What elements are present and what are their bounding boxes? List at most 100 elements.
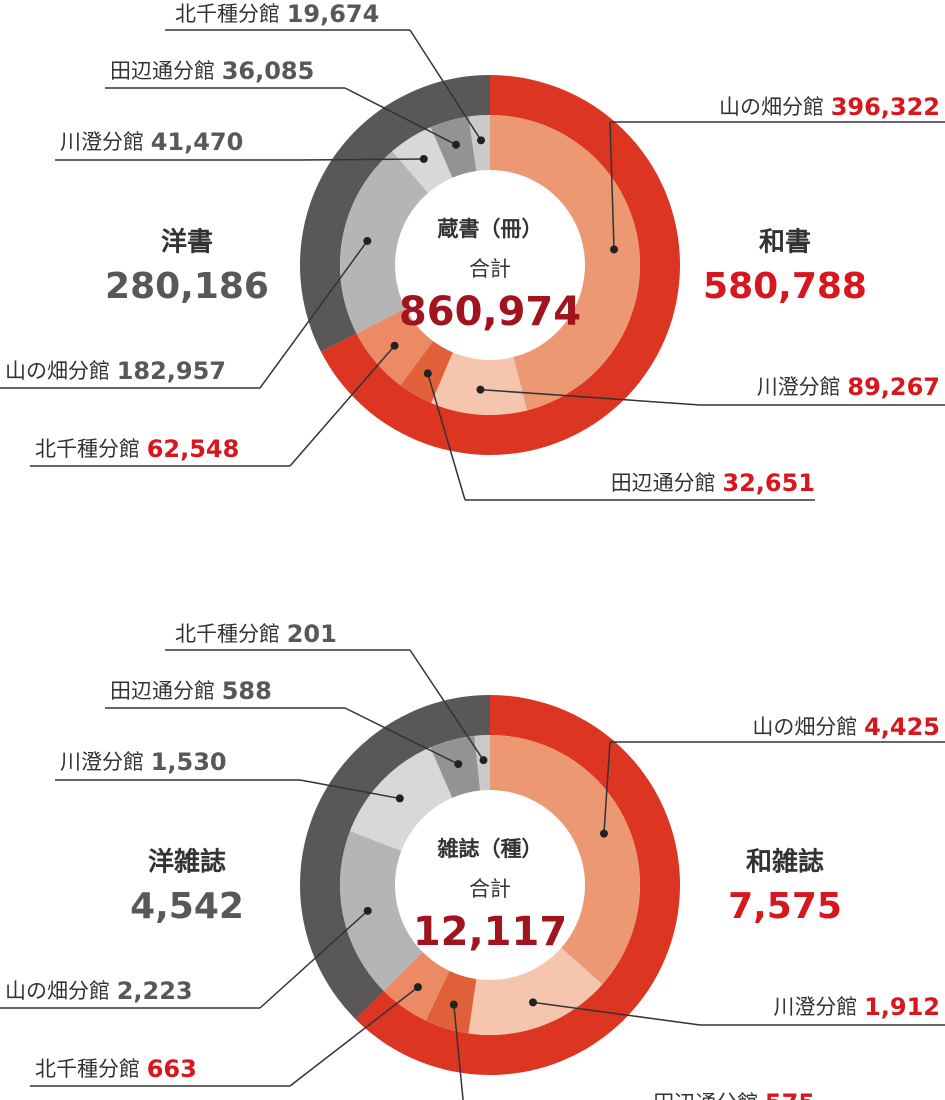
leader-dot (454, 760, 463, 769)
leader-line (453, 1004, 464, 1100)
group-value: 580,788 (703, 266, 867, 307)
leader-line (299, 779, 400, 800)
leader-dot (599, 829, 608, 838)
segment-label: 川澄分館 41,470 (60, 128, 243, 156)
segment-value: 4,425 (864, 713, 940, 741)
inner-ring-segment (490, 735, 640, 985)
segment-name: 山の畑分館 (719, 95, 824, 119)
leader-dot (423, 369, 432, 378)
leader-dot (363, 906, 372, 915)
segment-name: 川澄分館 (757, 375, 841, 399)
inner-ring-segment (340, 830, 423, 991)
segment-value: 36,085 (222, 57, 315, 85)
segment-value: 32,651 (722, 469, 815, 497)
leader-line (289, 986, 419, 1087)
segment-name: 北千種分館 (175, 2, 280, 26)
donut-chart: 和書 580,788 洋書 280,186 山の畑分館 396,322 川澄分館 89,2… (0, 0, 945, 501)
inner-ring-segment (490, 115, 641, 411)
center-total-label: 合計 (469, 257, 511, 281)
leader-line (409, 29, 482, 141)
segment-value: 396,322 (831, 93, 940, 121)
segment-name: 田辺通分館 (110, 59, 215, 83)
group-name: 洋雑誌 (148, 847, 226, 878)
leader-dot (413, 983, 422, 992)
leader-dot (529, 998, 538, 1007)
segment-value: 663 (147, 1055, 197, 1083)
segment-label: 田辺通分館 588 (110, 677, 272, 705)
segment-label: 田辺通分館 575 (653, 1089, 815, 1100)
segment-value: 2,223 (117, 977, 193, 1005)
segment-label: 田辺通分館 32,651 (611, 469, 815, 497)
center-total-label: 合計 (469, 877, 511, 901)
group-value: 280,186 (105, 266, 269, 307)
group-value: 4,542 (130, 886, 244, 927)
segment-name: 山の畑分館 (5, 359, 110, 383)
segment-label: 山の畑分館 4,425 (752, 713, 940, 741)
center-title: 蔵書（冊） (438, 217, 543, 241)
segment-name: 川澄分館 (60, 130, 144, 154)
leader-line (344, 707, 459, 765)
leader-line (480, 388, 701, 406)
segment-value: 41,470 (151, 128, 244, 156)
segment-name: 北千種分館 (35, 437, 140, 461)
inner-ring-segment (468, 947, 603, 1035)
outer-ring-segment (300, 75, 490, 352)
segment-label: 山の畑分館 182,957 (5, 357, 226, 385)
leader-dot (363, 236, 372, 245)
leader-line (259, 240, 368, 389)
center-total: 12,117 (413, 909, 567, 955)
segment-name: 田辺通分館 (110, 679, 215, 703)
segment-label: 北千種分館 19,674 (175, 0, 379, 28)
segment-label: 川澄分館 89,267 (757, 373, 940, 401)
leader-line (259, 910, 369, 1009)
segment-value: 19,674 (287, 0, 380, 28)
segment-label: 北千種分館 62,548 (35, 435, 239, 463)
leader-line (289, 345, 396, 467)
segment-label: 北千種分館 663 (35, 1055, 197, 1083)
segment-value: 588 (222, 677, 272, 705)
leader-line (532, 1001, 701, 1026)
outer-ring-segment (299, 695, 490, 1020)
segment-name: 田辺通分館 (653, 1091, 758, 1100)
leader-dot (610, 245, 619, 254)
donut-chart: 和雑誌 7,575 洋雑誌 4,542 山の畑分館 4,425 川澄分館 1,912 田辺通… (0, 620, 945, 1100)
segment-value: 182,957 (117, 357, 226, 385)
inner-ring-segment (430, 735, 481, 798)
leader-line (609, 121, 615, 250)
segment-value: 575 (765, 1089, 815, 1100)
leader-dot (452, 140, 461, 149)
segment-label: 山の畑分館 2,223 (5, 977, 193, 1005)
leader-line (344, 87, 457, 146)
segment-label: 川澄分館 1,912 (773, 993, 940, 1021)
segment-label: 山の畑分館 396,322 (719, 93, 940, 121)
group-name: 洋書 (161, 227, 213, 258)
center-total: 860,974 (399, 289, 581, 335)
segment-value: 201 (287, 620, 337, 648)
segment-label: 北千種分館 201 (175, 620, 337, 648)
leader-line (299, 158, 424, 161)
segment-label: 田辺通分館 36,085 (110, 57, 314, 85)
leader-dot (449, 1000, 458, 1009)
group-value: 7,575 (728, 886, 842, 927)
group-name: 和雑誌 (746, 847, 824, 878)
segment-value: 89,267 (847, 373, 940, 401)
outer-ring-segment (355, 695, 680, 1075)
leader-dot (395, 794, 404, 803)
segment-name: 田辺通分館 (611, 471, 716, 495)
segment-name: 北千種分館 (35, 1057, 140, 1081)
segment-value: 1,530 (151, 748, 227, 776)
segment-name: 北千種分館 (175, 622, 280, 646)
leader-dot (476, 385, 485, 394)
segment-name: 川澄分館 (60, 750, 144, 774)
leader-line (409, 649, 485, 761)
group-name: 和書 (759, 228, 811, 258)
leader-dot (419, 154, 428, 163)
leader-dot (390, 341, 399, 350)
leader-dot (477, 136, 486, 145)
segment-value: 1,912 (864, 993, 940, 1021)
inner-ring-segment (340, 151, 429, 334)
segment-name: 山の畑分館 (5, 979, 110, 1003)
segment-value: 62,548 (147, 435, 240, 463)
segment-name: 山の畑分館 (752, 715, 857, 739)
